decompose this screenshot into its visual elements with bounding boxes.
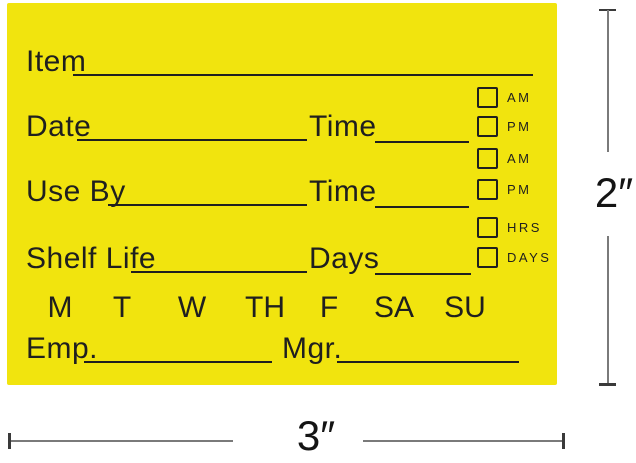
weekday-tuesday[interactable]: T: [112, 291, 132, 324]
shelf-life-days-label: Days: [309, 242, 380, 275]
emp-field-line[interactable]: [84, 361, 272, 363]
date-pm-checkbox[interactable]: [477, 116, 498, 137]
date-field-line[interactable]: [77, 139, 307, 141]
height-ruler-bottom-cap: [599, 383, 616, 386]
mgr-label: Mgr.: [282, 332, 343, 365]
use-by-time-field-line[interactable]: [375, 206, 469, 208]
shelf-life-hrs-checkbox[interactable]: [477, 217, 498, 238]
width-ruler-left-cap: [8, 433, 11, 449]
item-label: Item: [26, 45, 87, 78]
use-by-field-line[interactable]: [108, 204, 307, 206]
date-am-checkbox-label: AM: [507, 90, 532, 105]
use-by-am-checkbox-label: AM: [507, 151, 532, 166]
date-time-label: Time: [309, 110, 377, 143]
use-by-pm-checkbox[interactable]: [477, 179, 498, 200]
width-ruler-right-line: [363, 440, 563, 442]
height-ruler-upper-line: [607, 10, 609, 152]
date-pm-checkbox-label: PM: [507, 119, 532, 134]
date-label: Date: [26, 110, 92, 143]
height-ruler-lower-line: [607, 236, 609, 384]
weekday-sunday[interactable]: SU: [444, 291, 486, 324]
mgr-field-line[interactable]: [337, 361, 519, 363]
date-am-checkbox[interactable]: [477, 87, 498, 108]
use-by-pm-checkbox-label: PM: [507, 182, 532, 197]
weekday-thursday[interactable]: TH: [245, 291, 285, 324]
height-dimension-label: 2″: [594, 169, 634, 216]
weekday-monday[interactable]: M: [47, 291, 73, 324]
shelf-life-field-line[interactable]: [131, 271, 307, 273]
width-ruler-left-line: [11, 440, 233, 442]
shelf-life-label: Shelf Life: [26, 242, 157, 275]
shelf-life-days-field-line[interactable]: [375, 273, 471, 275]
weekday-saturday[interactable]: SA: [373, 291, 415, 324]
use-by-time-label: Time: [309, 175, 377, 208]
use-by-label: Use By: [26, 175, 126, 208]
width-dimension-label: 3″: [296, 412, 336, 459]
date-time-field-line[interactable]: [375, 141, 469, 143]
item-field-line[interactable]: [73, 74, 533, 76]
use-by-am-checkbox[interactable]: [477, 148, 498, 169]
weekday-wednesday[interactable]: W: [177, 291, 207, 324]
food-rotation-label: Item Date Time Use By Time Shelf Life Da…: [7, 3, 557, 385]
emp-label: Emp.: [26, 332, 99, 365]
shelf-life-days-checkbox[interactable]: [477, 247, 498, 268]
weekday-friday[interactable]: F: [319, 291, 339, 324]
shelf-life-hrs-checkbox-label: HRS: [507, 220, 542, 235]
shelf-life-days-checkbox-label: DAYS: [507, 250, 552, 265]
width-ruler-right-cap: [562, 433, 565, 449]
